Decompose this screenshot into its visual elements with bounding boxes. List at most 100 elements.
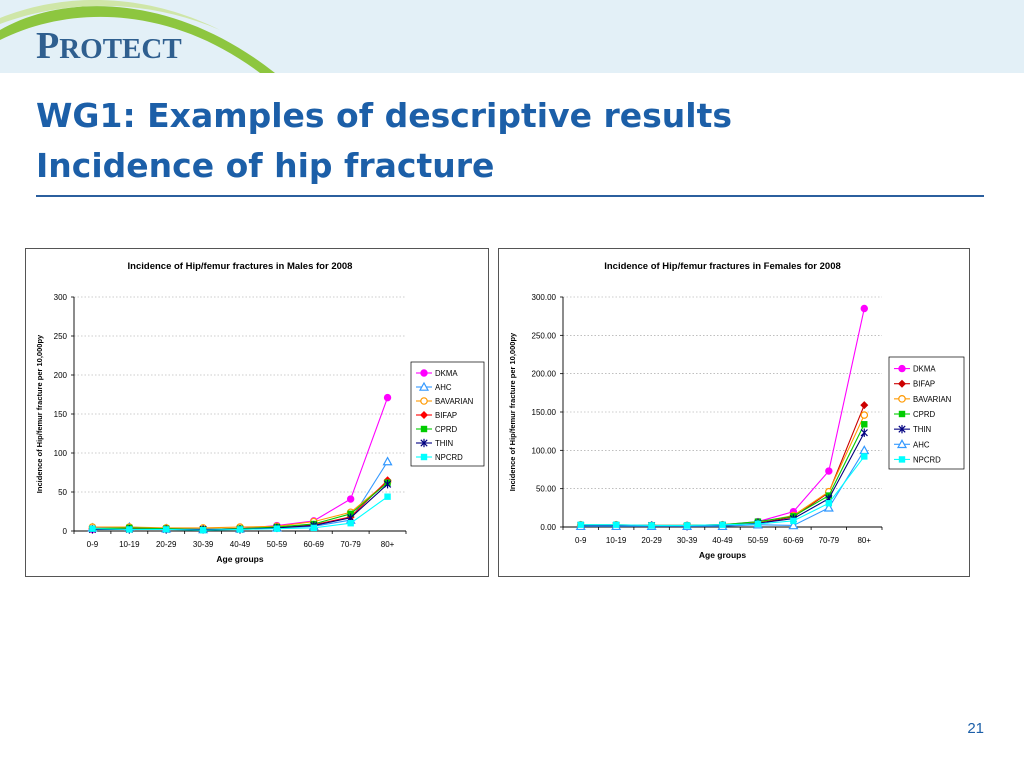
data-point (577, 521, 584, 528)
legend-marker (898, 379, 906, 388)
legend-marker (420, 411, 428, 419)
legend-marker (418, 381, 430, 391)
data-point (126, 526, 133, 533)
series-npcrd (89, 493, 391, 534)
series-dkma (88, 393, 392, 534)
females-chart: Incidence of Hip/femur fractures in Fema… (508, 261, 965, 560)
series-bavarian (88, 478, 392, 532)
x-axis-label: Age groups (699, 550, 746, 560)
x-tick-label: 40-49 (230, 540, 251, 549)
series-line (580, 414, 865, 527)
data-point (860, 401, 869, 410)
x-tick-label: 30-39 (193, 540, 214, 549)
series-line (580, 404, 865, 527)
x-tick-label: 70-79 (819, 536, 840, 545)
data-point (860, 428, 868, 437)
x-tick-label: 10-19 (119, 540, 140, 549)
series-npcrd (577, 453, 868, 529)
x-axis-label: Age groups (216, 554, 263, 564)
legend-marker (420, 453, 428, 461)
y-tick-label: 100 (54, 449, 68, 458)
legend-label: NPCRD (435, 453, 463, 462)
y-tick-label: 0.00 (540, 523, 556, 532)
series-line (92, 479, 388, 530)
x-tick-label: 70-79 (340, 540, 361, 549)
data-point (861, 453, 868, 460)
legend-marker (420, 438, 428, 448)
data-point (648, 522, 655, 529)
x-tick-label: 0-9 (575, 536, 587, 545)
series-cprd (577, 421, 868, 529)
series-line (580, 456, 865, 527)
data-point (860, 304, 868, 313)
slide-subtitle: Incidence of hip fracture (36, 146, 495, 185)
data-point (346, 495, 355, 503)
legend-marker (898, 456, 906, 463)
y-tick-label: 50 (58, 488, 67, 497)
x-tick-label: 20-29 (156, 540, 177, 549)
y-tick-label: 0 (63, 527, 68, 536)
legend-marker (898, 364, 906, 373)
data-point (683, 522, 691, 529)
data-point (825, 467, 833, 475)
data-point (236, 526, 244, 533)
protect-logo: PROTECT (36, 25, 182, 67)
series-line (92, 482, 388, 530)
legend-label: CPRD (435, 425, 457, 434)
x-tick-label: 40-49 (712, 536, 733, 545)
legend-label: THIN (435, 439, 453, 448)
x-tick-label: 60-69 (783, 536, 804, 545)
series-bavarian (576, 411, 869, 530)
chart-title: Incidence of Hip/femur fractures in Fema… (604, 261, 841, 272)
data-point (89, 525, 96, 532)
data-point (860, 411, 869, 419)
legend: DKMA BIFAP BAVARIAN CPRD THIN AHC NPCRD (888, 356, 965, 470)
x-tick-label: 50-59 (748, 536, 769, 545)
data-point (383, 480, 392, 489)
y-tick-label: 150 (54, 410, 68, 419)
data-point (823, 502, 834, 512)
legend-label: NPCRD (913, 455, 941, 464)
legend-label: BAVARIAN (435, 397, 473, 406)
title-divider (36, 195, 984, 197)
data-point (310, 524, 317, 532)
y-tick-label: 250 (54, 332, 68, 341)
data-point (612, 521, 620, 528)
y-tick-label: 250.00 (532, 331, 557, 340)
x-tick-label: 20-29 (641, 536, 662, 545)
legend-label: BIFAP (913, 380, 935, 389)
series-ahc (87, 456, 393, 534)
y-tick-label: 100.00 (532, 446, 557, 455)
females-chart-box: Incidence of Hip/femur fractures in Fema… (498, 248, 970, 577)
legend-label: THIN (913, 425, 931, 434)
x-tick-label: 30-39 (677, 536, 698, 545)
series-thin (577, 428, 868, 531)
legend-marker (896, 439, 908, 449)
data-point (825, 500, 833, 507)
x-tick-label: 0-9 (87, 540, 99, 549)
y-tick-label: 200 (54, 371, 68, 380)
data-point (383, 393, 392, 402)
males-chart: Incidence of Hip/femur fractures in Male… (35, 261, 485, 564)
x-tick-label: 80+ (857, 536, 871, 545)
y-axis-label: Incidence of Hip/femur fracture per 10,0… (508, 332, 517, 491)
x-tick-label: 10-19 (606, 536, 627, 545)
logo-swoosh (0, 0, 275, 73)
series-thin (88, 480, 392, 534)
y-tick-label: 300 (54, 293, 68, 302)
males-chart-box: Incidence of Hip/femur fractures in Male… (25, 248, 489, 577)
data-point (163, 526, 170, 533)
x-tick-label: 80+ (381, 540, 395, 549)
data-point (384, 493, 391, 500)
data-point (754, 520, 762, 528)
legend-marker (420, 425, 428, 433)
legend-marker (898, 424, 906, 434)
legend-label: BIFAP (435, 411, 457, 420)
legend-marker (420, 369, 428, 377)
data-point (382, 456, 393, 466)
page-number: 21 (967, 720, 984, 737)
legend-marker (420, 397, 428, 405)
slide-title: WG1: Examples of descriptive results (36, 96, 732, 135)
y-tick-label: 150.00 (532, 408, 557, 417)
x-tick-label: 50-59 (267, 540, 288, 549)
